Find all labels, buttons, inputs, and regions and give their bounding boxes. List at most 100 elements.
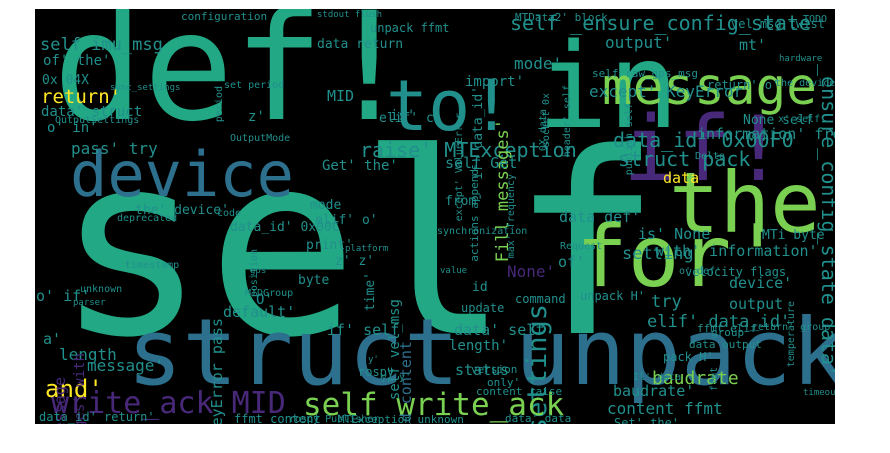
cloud-word-version: version (471, 363, 518, 376)
cloud-word-content-ffmt: content ffmt (607, 399, 723, 418)
cloud-word-stdout-flush: stdout flush (317, 10, 383, 20)
cloud-word-write-ack-mid: write_ack MID (51, 386, 286, 421)
cloud-word-if-self: if' self (327, 321, 400, 339)
cloud-word-command: command (515, 292, 566, 306)
cloud-word-self-vel-msg: self vel_msg (387, 299, 403, 401)
cloud-word-none: None' (507, 262, 556, 281)
cloud-word-print: print' (306, 238, 353, 253)
cloud-word-outputsettings: OutputSettings (55, 115, 140, 126)
cloud-word-except-valueerror: except' ValueError (454, 113, 465, 222)
cloud-word-only: only' (487, 376, 521, 389)
cloud-word-elif-o: elif' o' (315, 213, 378, 228)
cloud-word-actions-append: actions append (468, 169, 481, 262)
cloud-word-raise-mtexception: raise' MTException (360, 138, 577, 162)
cloud-word-midgroup: MIDGroup (245, 288, 294, 299)
cloud-word-data-id-0x00f0: data_id' 0x00F0 (613, 128, 794, 152)
cloud-word-length: length' (449, 338, 509, 354)
cloud-word-the-device: the device (775, 78, 835, 89)
cloud-word-mtdata2-block: MTData2' block (515, 11, 608, 24)
cloud-word-outputmode: OutputMode (230, 133, 291, 144)
cloud-word-x-self: x' self (778, 114, 821, 125)
cloud-word-0x-04x: 0x 04X (42, 73, 89, 88)
cloud-word-data-id-return: data_id' return' (39, 410, 155, 424)
cloud-word-content-raise: content raise (476, 385, 563, 398)
cloud-word-setting: setting (622, 244, 694, 264)
cloud-word-parser: parser (73, 298, 106, 308)
cloud-word-data-data: data' data (505, 412, 572, 424)
cloud-word-configuration: configuration (181, 10, 268, 23)
cloud-word-z: z' (248, 109, 265, 125)
word-cloud: def! self in struct unpack to! message device i… (35, 9, 835, 424)
cloud-word-output: output (729, 295, 784, 313)
cloud-word-the: the' (669, 154, 835, 252)
cloud-word-value: value (440, 266, 468, 276)
cloud-word-todo: TODO (803, 14, 828, 25)
cloud-word-code: code (217, 208, 242, 219)
cloud-word-mode: mode (310, 198, 342, 213)
cloud-word-data-return: data return (317, 37, 404, 52)
cloud-word-z-z: z' z' (335, 254, 375, 269)
cloud-word-pass-try: pass' try (71, 139, 158, 158)
cloud-word-and: and' (45, 375, 103, 403)
cloud-word-message: message' (87, 356, 165, 375)
cloud-word-gps: gps (250, 266, 267, 276)
cloud-word-time: time' (363, 272, 378, 312)
cloud-word-of-the: of' the' (43, 53, 111, 69)
cloud-word-a: a' (43, 330, 62, 348)
cloud-word-temperature: temperature (786, 301, 797, 368)
cloud-word-mti-byte: MTi byte (762, 228, 825, 243)
cloud-word-try: try (651, 292, 682, 312)
cloud-word-o-in: o' in' (47, 120, 98, 136)
cloud-word-import: import' (465, 74, 525, 90)
cloud-word-elif-c: elif' c' (379, 111, 442, 126)
cloud-word-in: in (537, 17, 680, 155)
cloud-word-of: of' (558, 253, 586, 271)
cloud-word-device: device' (729, 274, 793, 292)
cloud-word-delta: Delta (695, 151, 726, 162)
cloud-word-self-write-ack: self write_ack (303, 387, 565, 423)
cloud-word-is: is' (390, 108, 416, 124)
cloud-word-vel-msg-twist: vel msg twist (731, 17, 825, 31)
cloud-word-message: message (602, 58, 817, 117)
cloud-word-data-output: data output (689, 338, 762, 351)
cloud-word-data-def: data def' (559, 208, 641, 226)
cloud-word-struct-unpack: struct unpack (127, 299, 835, 406)
cloud-word-default: default' (223, 303, 296, 321)
cloud-word-struct-pack: struct pack (618, 147, 751, 171)
cloud-word-unpack-h: unpack H' (580, 289, 646, 303)
cloud-word-mode: mode' (514, 54, 563, 73)
cloud-word-elif-data-id: elif' data_id' (647, 312, 791, 332)
cloud-word-data: data (663, 169, 700, 187)
cloud-word-self-ensure-config-state: self _ensure_config_state (510, 11, 812, 35)
cloud-word-o-if: o' if' (36, 287, 91, 305)
cloud-word-o: O' (256, 292, 273, 308)
cloud-word-y: y' (368, 355, 379, 365)
cloud-word-information-from: information' from' (697, 125, 835, 143)
cloud-word-ffmt-elif: ffmt elif' (697, 322, 764, 335)
cloud-word-data-id-0x00c: data_id' 0x00C (230, 220, 340, 235)
cloud-word-ffmt: ffmt (709, 367, 720, 392)
cloud-word-data-struct: data' struct (41, 104, 143, 120)
cloud-word-mid: MID (327, 87, 355, 105)
cloud-word-from: from' (445, 194, 485, 209)
cloud-word-device: device (70, 138, 294, 211)
cloud-word-rospy: rospy (358, 365, 395, 379)
cloud-word-to: to! (386, 65, 513, 147)
cloud-word-mtexception-unknown: MTException unknown (338, 413, 464, 424)
cloud-word-get-the: Get' the' (322, 158, 398, 174)
cloud-word-unpack-ffmt: unpack ffmt (370, 21, 450, 35)
cloud-word-unknown: unknown (80, 284, 123, 295)
cloud-word-velocity-flags: velocity flags (685, 265, 787, 279)
cloud-word-return: return' (41, 86, 122, 108)
cloud-word-set-the: Set' the' (614, 416, 680, 424)
cloud-word-group: group (711, 326, 745, 339)
cloud-word-the-device: the' device' (135, 203, 229, 218)
cloud-word-o-def: o' def' (679, 266, 722, 277)
cloud-word-timestamp: timestamp (125, 260, 180, 271)
cloud-word-pack-h: pack H' (663, 350, 714, 364)
cloud-word-period: period (214, 86, 225, 123)
cloud-word-data-self: data' self (454, 321, 545, 339)
cloud-word-publish-self: publish self (624, 103, 635, 176)
cloud-word-request: Request (560, 241, 603, 252)
cloud-word-socket-0x: socket 0x (541, 93, 552, 148)
